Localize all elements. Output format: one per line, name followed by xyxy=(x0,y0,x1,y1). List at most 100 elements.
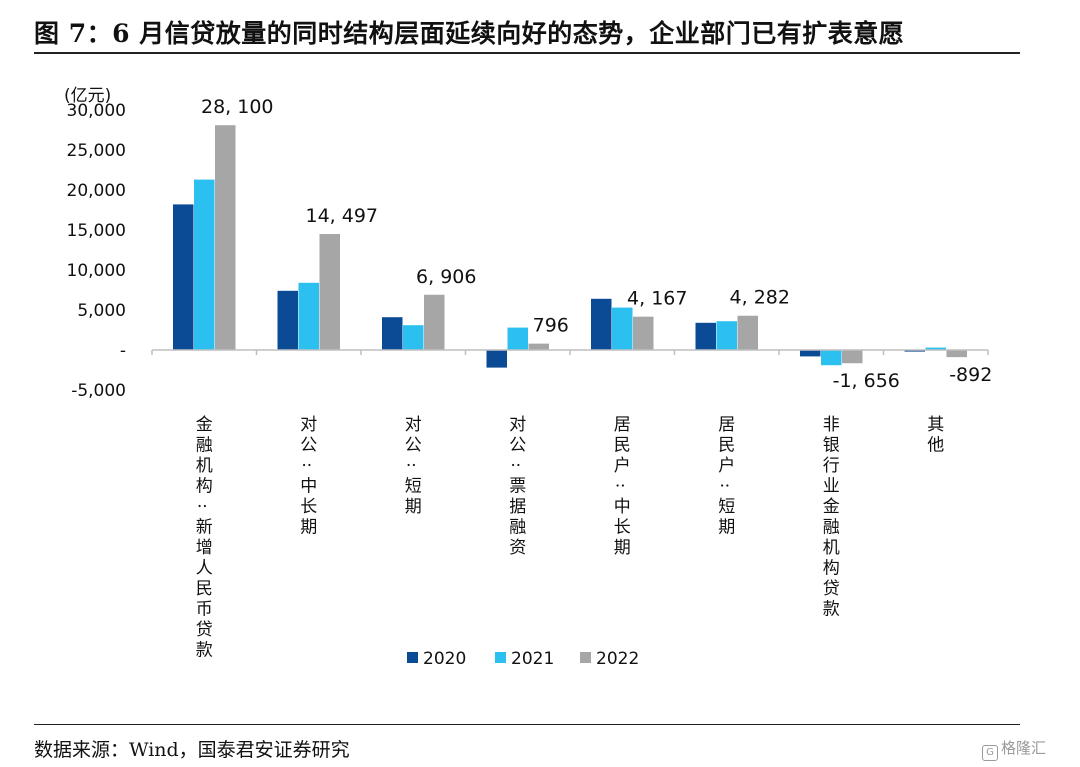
svg-text:构: 构 xyxy=(196,477,213,497)
x-category-label: 其他 xyxy=(927,415,944,456)
svg-text:居: 居 xyxy=(718,415,735,435)
svg-text:贷: 贷 xyxy=(823,579,840,599)
bar-2022-4 xyxy=(528,343,549,350)
legend-swatch-2021 xyxy=(495,652,506,663)
svg-text:票: 票 xyxy=(509,477,526,497)
data-label: -1, 656 xyxy=(833,370,900,392)
x-category-label: 居民户: 中长期 xyxy=(611,415,631,558)
svg-text:融: 融 xyxy=(823,518,840,538)
svg-text:资: 资 xyxy=(509,538,526,558)
bar-2022-2 xyxy=(319,234,340,350)
y-tick-label: 25,000 xyxy=(67,141,126,161)
bar-2021-7 xyxy=(821,350,842,366)
svg-text:民: 民 xyxy=(718,436,735,456)
y-tick-label: - xyxy=(120,341,126,361)
bar-2022-8 xyxy=(946,350,967,358)
svg-text:公: 公 xyxy=(509,436,526,456)
watermark: G 格隆汇 xyxy=(982,737,1046,761)
bar-2021-5 xyxy=(612,307,633,350)
legend-label-2022: 2022 xyxy=(596,649,639,669)
watermark-text: 格隆汇 xyxy=(1001,739,1047,757)
bar-2020-7 xyxy=(800,350,821,357)
svg-text:长: 长 xyxy=(300,497,317,517)
bar-2022-5 xyxy=(633,316,654,350)
bar-2020-6 xyxy=(695,322,716,350)
svg-text:户: 户 xyxy=(614,456,631,476)
bar-2021-6 xyxy=(716,321,737,350)
svg-text:对: 对 xyxy=(300,415,317,435)
svg-text:民: 民 xyxy=(614,436,631,456)
legend-label-2020: 2020 xyxy=(423,649,466,669)
svg-text:金: 金 xyxy=(196,415,213,435)
svg-text:据: 据 xyxy=(509,497,526,517)
svg-text:公: 公 xyxy=(300,436,317,456)
svg-text:构: 构 xyxy=(823,559,840,579)
bar-2021-2 xyxy=(298,282,319,350)
svg-text::: : xyxy=(193,503,213,509)
svg-text::: : xyxy=(402,462,422,468)
svg-text:对: 对 xyxy=(509,415,526,435)
bar-2022-3 xyxy=(424,294,445,350)
bar-2021-3 xyxy=(403,325,424,350)
x-category-label: 对公: 中长期 xyxy=(298,415,318,538)
bar-2022-1 xyxy=(215,125,236,350)
svg-text:公: 公 xyxy=(405,436,422,456)
figure-title: 图 7：6 月信贷放量的同时结构层面延续向好的态势，企业部门已有扩表意愿 xyxy=(34,19,905,48)
svg-text:机: 机 xyxy=(823,538,840,558)
svg-text:中: 中 xyxy=(614,497,631,517)
legend-swatch-2022 xyxy=(580,652,591,663)
svg-text:业: 业 xyxy=(823,477,840,497)
svg-text:期: 期 xyxy=(614,538,631,558)
svg-text:中: 中 xyxy=(300,477,317,497)
svg-text:人: 人 xyxy=(196,559,213,579)
bar-2020-1 xyxy=(173,204,194,350)
y-tick-label: 10,000 xyxy=(67,261,126,281)
data-label: 6, 906 xyxy=(416,266,476,288)
bar-2020-4 xyxy=(486,350,507,368)
x-category-label: 对公: 短期 xyxy=(402,415,422,517)
y-tick-label: 30,000 xyxy=(67,101,126,121)
svg-text:短: 短 xyxy=(718,497,735,517)
svg-text:长: 长 xyxy=(614,518,631,538)
svg-text:短: 短 xyxy=(405,477,422,497)
legend-swatch-2020 xyxy=(407,652,418,663)
svg-text:民: 民 xyxy=(196,579,213,599)
bar-2020-2 xyxy=(277,290,298,350)
data-label: 796 xyxy=(533,315,569,337)
y-tick-label: -5,000 xyxy=(71,381,126,401)
y-tick-label: 5,000 xyxy=(77,301,126,321)
data-label: 28, 100 xyxy=(201,96,274,118)
y-tick-label: 20,000 xyxy=(67,181,126,201)
svg-text:他: 他 xyxy=(927,436,944,456)
legend-label-2021: 2021 xyxy=(511,649,554,669)
y-axis-title: (亿元) xyxy=(64,86,111,106)
bar-2021-8 xyxy=(925,347,946,350)
svg-text:币: 币 xyxy=(196,600,213,620)
x-category-label: 居民户: 短期 xyxy=(716,415,736,538)
svg-text:机: 机 xyxy=(196,456,213,476)
bar-2022-7 xyxy=(842,350,863,364)
source-note: 数据来源：Wind，国泰君安证券研究 xyxy=(34,739,350,761)
svg-text:期: 期 xyxy=(718,518,735,538)
source-rule xyxy=(34,724,1020,725)
svg-text:融: 融 xyxy=(196,436,213,456)
svg-text:行: 行 xyxy=(823,456,840,476)
svg-text:非: 非 xyxy=(823,415,840,435)
data-label: -892 xyxy=(949,364,992,386)
svg-text:增: 增 xyxy=(196,538,213,558)
bar-2021-1 xyxy=(194,179,215,350)
data-label: 4, 282 xyxy=(730,287,790,309)
svg-text:融: 融 xyxy=(509,518,526,538)
svg-text::: : xyxy=(298,462,318,468)
bar-2020-3 xyxy=(382,317,403,350)
bar-2020-5 xyxy=(591,298,612,350)
data-label: 4, 167 xyxy=(627,288,687,310)
svg-text:款: 款 xyxy=(196,641,213,661)
svg-text:贷: 贷 xyxy=(196,620,213,640)
watermark-logo-icon: G xyxy=(982,745,998,761)
svg-text:银: 银 xyxy=(823,436,840,456)
